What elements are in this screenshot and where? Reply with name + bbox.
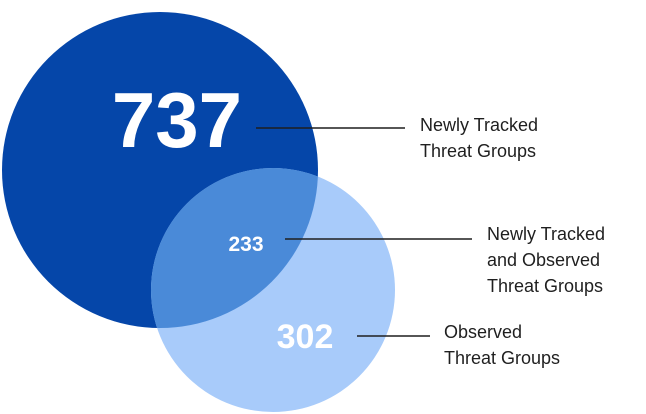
- overlap-count: 233: [228, 233, 263, 256]
- newly-tracked-count: 737: [112, 76, 242, 164]
- observed-label-line-1: Observed: [444, 322, 522, 342]
- newly-tracked-label-line-1: Newly Tracked: [420, 115, 538, 135]
- observed-label-line-2: Threat Groups: [444, 348, 560, 368]
- overlap-label: Newly Tracked and Observed Threat Groups: [487, 224, 605, 296]
- overlap-label-line-2: and Observed: [487, 250, 600, 270]
- newly-tracked-label-line-2: Threat Groups: [420, 141, 536, 161]
- overlap-label-line-1: Newly Tracked: [487, 224, 605, 244]
- observed-label: Observed Threat Groups: [444, 322, 560, 368]
- observed-count: 302: [277, 318, 334, 356]
- overlap-label-line-3: Threat Groups: [487, 276, 603, 296]
- newly-tracked-label: Newly Tracked Threat Groups: [420, 115, 538, 161]
